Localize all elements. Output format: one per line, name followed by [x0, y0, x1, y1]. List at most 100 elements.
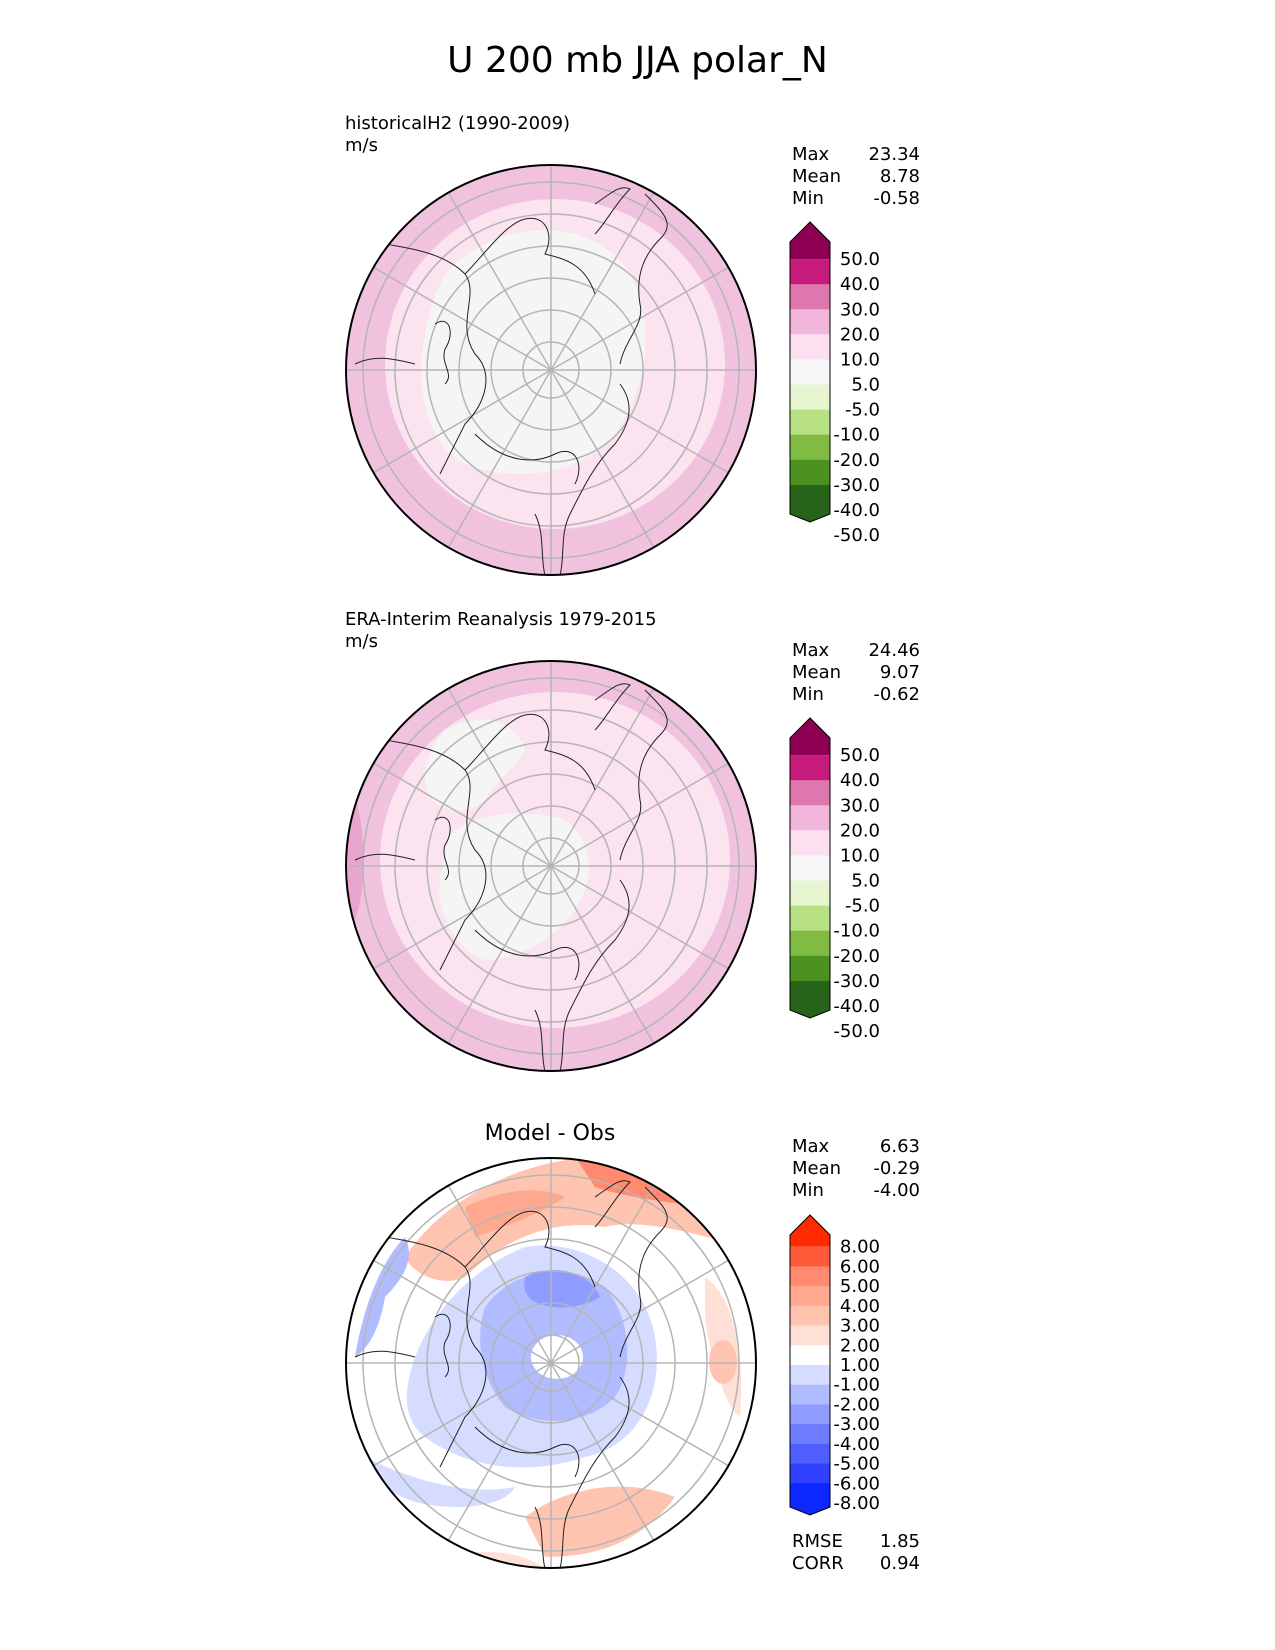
colorbar-segment: [790, 284, 830, 310]
colorbar-tick-label: 3.00: [840, 1316, 880, 1337]
colorbar-extend-top: [790, 718, 830, 756]
panel-units: m/s: [345, 631, 378, 652]
stat-max: Max 23.34: [792, 144, 920, 166]
colorbar-tick-label: 20.0: [840, 820, 880, 841]
colorbar-tick-label: -50.0: [833, 525, 880, 546]
colorbar-segment: [790, 384, 830, 411]
colorbar-model: 50.0 40.0 30.0 20.0 10.0 5.0 -5.0 -10.0 -20.0 -30…: [789, 221, 880, 546]
colorbar-segment: [790, 855, 830, 882]
stat-label: Max: [792, 144, 830, 165]
colorbar-tick-label: -1.00: [833, 1375, 880, 1396]
colorbar-segment: [790, 1246, 830, 1267]
colorbar-extend-top: [790, 1215, 830, 1247]
colorbar-tick-label: -4.00: [833, 1434, 880, 1455]
colorbar-tick-label: -3.00: [833, 1414, 880, 1435]
colorbar-tick-label: -8.00: [833, 1493, 880, 1514]
stat-value: 6.63: [879, 1136, 920, 1157]
stat-value: -0.58: [873, 188, 920, 209]
stat-label: Min: [792, 684, 824, 705]
colorbar-segment: [790, 1463, 830, 1484]
panel-units: m/s: [345, 135, 378, 156]
colorbar-segment: [790, 830, 830, 856]
colorbar-tick-label: 50.0: [840, 249, 880, 270]
colorbar-tick-label: -2.00: [833, 1394, 880, 1415]
colorbar-segment: [790, 459, 830, 486]
colorbar-extend-bottom: [790, 484, 830, 522]
stats-block: Max 24.46 Mean 9.07 Min -0.62: [792, 640, 920, 706]
colorbar-extend-bottom: [790, 1483, 830, 1515]
stat-value: 24.46: [868, 640, 920, 661]
colorbar-outline: [789, 221, 831, 523]
colorbar-tick-label: -10.0: [833, 425, 880, 446]
colorbar-tick-label: 50.0: [840, 745, 880, 766]
colorbar-segment: [790, 955, 830, 982]
metric-corr: CORR 0.94: [792, 1553, 920, 1575]
colorbar-segment: [790, 1266, 830, 1287]
page-title: U 200 mb JJA polar_N: [447, 40, 828, 81]
colorbar-segment: [790, 259, 830, 285]
colorbar-segment: [790, 1443, 830, 1465]
colorbar-tick-label: 10.0: [840, 349, 880, 370]
colorbar-extend-top: [790, 222, 830, 260]
colorbar-tick-label: 20.0: [840, 324, 880, 345]
colorbar-segment: [790, 930, 830, 957]
stat-value: 9.07: [879, 662, 920, 683]
colorbar-tick-label: 2.00: [840, 1335, 880, 1356]
colorbar-segment: [790, 1325, 830, 1346]
colorbar-segment: [790, 359, 830, 386]
stat-mean: Mean 9.07: [792, 662, 920, 684]
colorbar-tick-label: 5.0: [851, 375, 880, 396]
colorbar-tick-label: -5.0: [845, 896, 880, 917]
panel-label: historicalH2 (1990-2009): [345, 113, 571, 134]
colorbar-segment: [790, 409, 830, 436]
stat-value: 23.34: [868, 144, 920, 165]
stat-min: Min -0.62: [792, 684, 920, 706]
stats-block: Max 23.34 Mean 8.78 Min -0.58: [792, 144, 920, 210]
stats-block: Max 6.63 Mean -0.29 Min -4.00: [792, 1136, 920, 1202]
colorbar-tick-label: -30.0: [833, 475, 880, 496]
stat-value: -0.29: [873, 1158, 920, 1179]
metric-label: CORR: [792, 1553, 844, 1574]
colorbar-tick-label: 10.0: [840, 845, 880, 866]
colorbar-segment: [790, 880, 830, 907]
colorbar-segment: [790, 1305, 830, 1327]
colorbar-tick-label: -30.0: [833, 971, 880, 992]
colorbar-tick-label: 6.00: [840, 1256, 880, 1277]
stat-label: Min: [792, 1180, 824, 1201]
colorbar-tick-label: -50.0: [833, 1021, 880, 1042]
colorbar-tick-label: 30.0: [840, 299, 880, 320]
colorbar-segment: [790, 1384, 830, 1405]
colorbar-tick-label: 30.0: [840, 795, 880, 816]
colorbar-tick-label: -5.0: [845, 400, 880, 421]
colorbar-tick-label: 40.0: [840, 770, 880, 791]
metric-value: 0.94: [879, 1553, 920, 1574]
colorbar-segment: [790, 1365, 830, 1386]
colorbar-segment: [790, 1424, 830, 1445]
colorbar-tick-label: -40.0: [833, 500, 880, 521]
colorbar-segment: [790, 755, 830, 781]
colorbar-segment: [790, 1404, 830, 1425]
colorbar-tick-label: -6.00: [833, 1473, 880, 1494]
colorbar-segment: [790, 780, 830, 806]
colorbar-outline: [789, 1214, 831, 1516]
polar-map-obs: [345, 660, 757, 1072]
colorbar-segment: [790, 1345, 830, 1366]
colorbar-tick-label: 40.0: [840, 274, 880, 295]
colorbar-tick-label: 5.00: [840, 1276, 880, 1297]
metric-label: RMSE: [792, 1531, 843, 1552]
stat-max: Max 24.46: [792, 640, 920, 662]
stat-mean: Mean 8.78: [792, 166, 920, 188]
colorbar-segment: [790, 905, 830, 932]
colorbar-outline: [789, 717, 831, 1019]
polar-map-model: [345, 164, 757, 576]
metric-value: 1.85: [879, 1531, 920, 1552]
colorbar-segment: [790, 309, 830, 335]
stat-value: -4.00: [873, 1180, 920, 1201]
metric-rmse: RMSE 1.85: [792, 1531, 920, 1553]
colorbar-tick-label: 1.00: [840, 1355, 880, 1376]
stat-min: Min -0.58: [792, 188, 920, 210]
colorbar-tick-label: 5.0: [851, 871, 880, 892]
colorbar-tick-label: 4.00: [840, 1296, 880, 1317]
colorbar-segment: [790, 1286, 830, 1307]
colorbar-segment: [790, 334, 830, 360]
